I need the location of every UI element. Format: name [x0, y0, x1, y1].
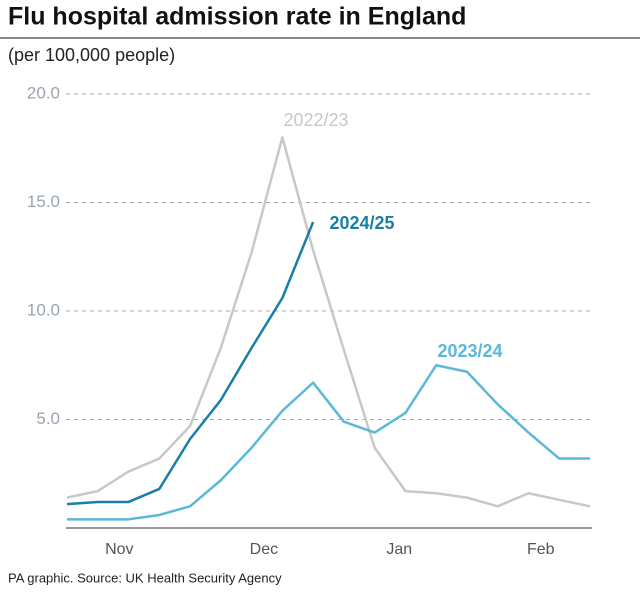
series-label: 2023/24: [437, 341, 502, 361]
y-tick-label: 20.0: [27, 83, 60, 102]
x-tick-label: Nov: [105, 541, 133, 558]
series-line: [67, 364, 590, 521]
chart-subtitle: (per 100,000 people): [8, 45, 175, 65]
y-tick-label: 15.0: [27, 192, 60, 211]
x-tick-label: Jan: [386, 541, 412, 558]
series-label: 2022/23: [283, 110, 348, 130]
y-tick-label: 5.0: [36, 409, 60, 428]
series-line: [66, 136, 591, 508]
source: PA graphic. Source: UK Health Security A…: [8, 570, 282, 585]
x-tick-label: Dec: [250, 541, 278, 558]
series-line: [66, 221, 315, 506]
series-label: 2024/25: [329, 213, 394, 233]
y-tick-label: 10.0: [27, 300, 60, 319]
chart-title: Flu hospital admission rate in England: [8, 3, 466, 31]
x-tick-label: Feb: [527, 541, 555, 558]
